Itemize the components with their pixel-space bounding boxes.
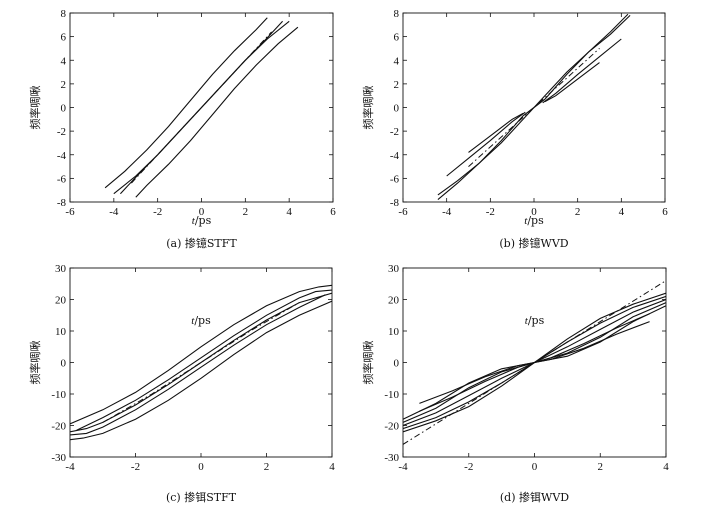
x-tick-label: -4 <box>109 206 119 218</box>
y-tick-label: 2 <box>61 79 67 91</box>
x-axis-label: t/ps <box>191 314 211 327</box>
y-axis-label: 频率啁啾 <box>361 86 375 130</box>
x-tick-label: -2 <box>153 206 162 218</box>
y-tick-label: -4 <box>57 150 67 162</box>
x-tick-label: 2 <box>243 206 249 218</box>
reference-line-4 <box>131 31 272 184</box>
y-tick-label: -8 <box>390 197 400 209</box>
y-tick-label: 0 <box>394 358 400 370</box>
x-tick-label: 0 <box>531 206 537 218</box>
y-tick-label: -20 <box>51 421 66 433</box>
x-tick-label: 6 <box>330 206 336 218</box>
x-tick-label: -2 <box>464 461 473 473</box>
y-axis-label: 频率啁啾 <box>361 341 375 385</box>
x-tick-label: 4 <box>663 461 669 473</box>
y-tick-label: 6 <box>394 32 400 44</box>
contour-line-0 <box>104 17 268 189</box>
y-axis-label: 频率啁啾 <box>28 86 42 130</box>
y-tick-label: 10 <box>55 326 67 338</box>
y-tick-label: 20 <box>388 295 400 307</box>
y-tick-label: 20 <box>55 295 67 307</box>
contour-line-1 <box>76 289 332 431</box>
x-tick-label: 0 <box>532 461 538 473</box>
x-tick-label: 2 <box>264 461 270 473</box>
reference-line-6 <box>468 48 600 167</box>
x-tick-label: 4 <box>286 206 292 218</box>
y-tick-label: -8 <box>57 197 67 209</box>
contour-line-5 <box>544 62 600 103</box>
y-tick-label: 8 <box>61 8 67 20</box>
y-tick-label: 4 <box>394 55 400 67</box>
contour-line-3 <box>70 294 326 436</box>
y-tick-label: 8 <box>394 8 400 20</box>
y-tick-label: -10 <box>384 389 399 401</box>
x-tick-label: 0 <box>198 461 204 473</box>
contour-line-1 <box>437 13 629 201</box>
x-tick-label: -4 <box>65 461 75 473</box>
y-tick-label: -30 <box>384 452 399 464</box>
x-tick-label: -4 <box>442 206 452 218</box>
contour-line-3 <box>468 112 524 153</box>
x-tick-label: -6 <box>398 206 408 218</box>
contour-line-2 <box>446 111 526 177</box>
y-tick-label: 30 <box>55 263 67 275</box>
x-tick-label: -2 <box>131 461 140 473</box>
y-tick-label: -20 <box>384 421 399 433</box>
y-tick-label: 30 <box>388 263 400 275</box>
panel-caption: (a) 掺镱STFT <box>166 236 237 250</box>
y-tick-label: 0 <box>394 103 400 115</box>
panel-caption: (c) 掺铒STFT <box>166 490 237 504</box>
y-tick-label: 0 <box>61 358 67 370</box>
contour-line-4 <box>70 300 332 441</box>
x-axis-label: t/ps <box>192 214 212 227</box>
panel-caption: (b) 掺镱WVD <box>499 236 568 250</box>
contour-line-0 <box>437 15 631 196</box>
y-tick-label: -2 <box>57 126 66 138</box>
y-tick-label: 2 <box>394 79 400 91</box>
y-tick-label: -6 <box>57 173 67 185</box>
y-tick-label: -10 <box>51 389 66 401</box>
x-tick-label: 0 <box>199 206 205 218</box>
x-tick-label: 4 <box>329 461 335 473</box>
x-axis-label: t/ps <box>524 214 544 227</box>
y-axis-label: 频率啁啾 <box>28 341 42 385</box>
x-tick-label: 6 <box>662 206 668 218</box>
x-tick-label: 2 <box>598 461 604 473</box>
y-tick-label: 6 <box>61 32 67 44</box>
contour-line-0 <box>70 284 332 425</box>
contour-line-2 <box>119 20 290 195</box>
x-tick-label: -4 <box>398 461 408 473</box>
contour-line-3 <box>135 26 299 198</box>
contour-line-6 <box>419 313 650 412</box>
x-tick-label: 4 <box>619 206 625 218</box>
panel-caption: (d) 掺铒WVD <box>500 490 569 504</box>
y-tick-label: -6 <box>390 173 400 185</box>
reference-line-7 <box>403 280 666 445</box>
y-tick-label: 4 <box>61 55 67 67</box>
y-tick-label: 10 <box>388 326 400 338</box>
y-tick-label: -2 <box>390 126 399 138</box>
reference-line-5 <box>102 302 300 423</box>
x-axis-label: t/ps <box>525 314 545 327</box>
y-tick-label: -30 <box>51 452 66 464</box>
contour-line-4 <box>542 38 622 104</box>
x-tick-label: -2 <box>486 206 495 218</box>
y-tick-label: -4 <box>390 150 400 162</box>
x-tick-label: 2 <box>575 206 581 218</box>
x-tick-label: -6 <box>65 206 75 218</box>
y-tick-label: 0 <box>61 103 67 115</box>
